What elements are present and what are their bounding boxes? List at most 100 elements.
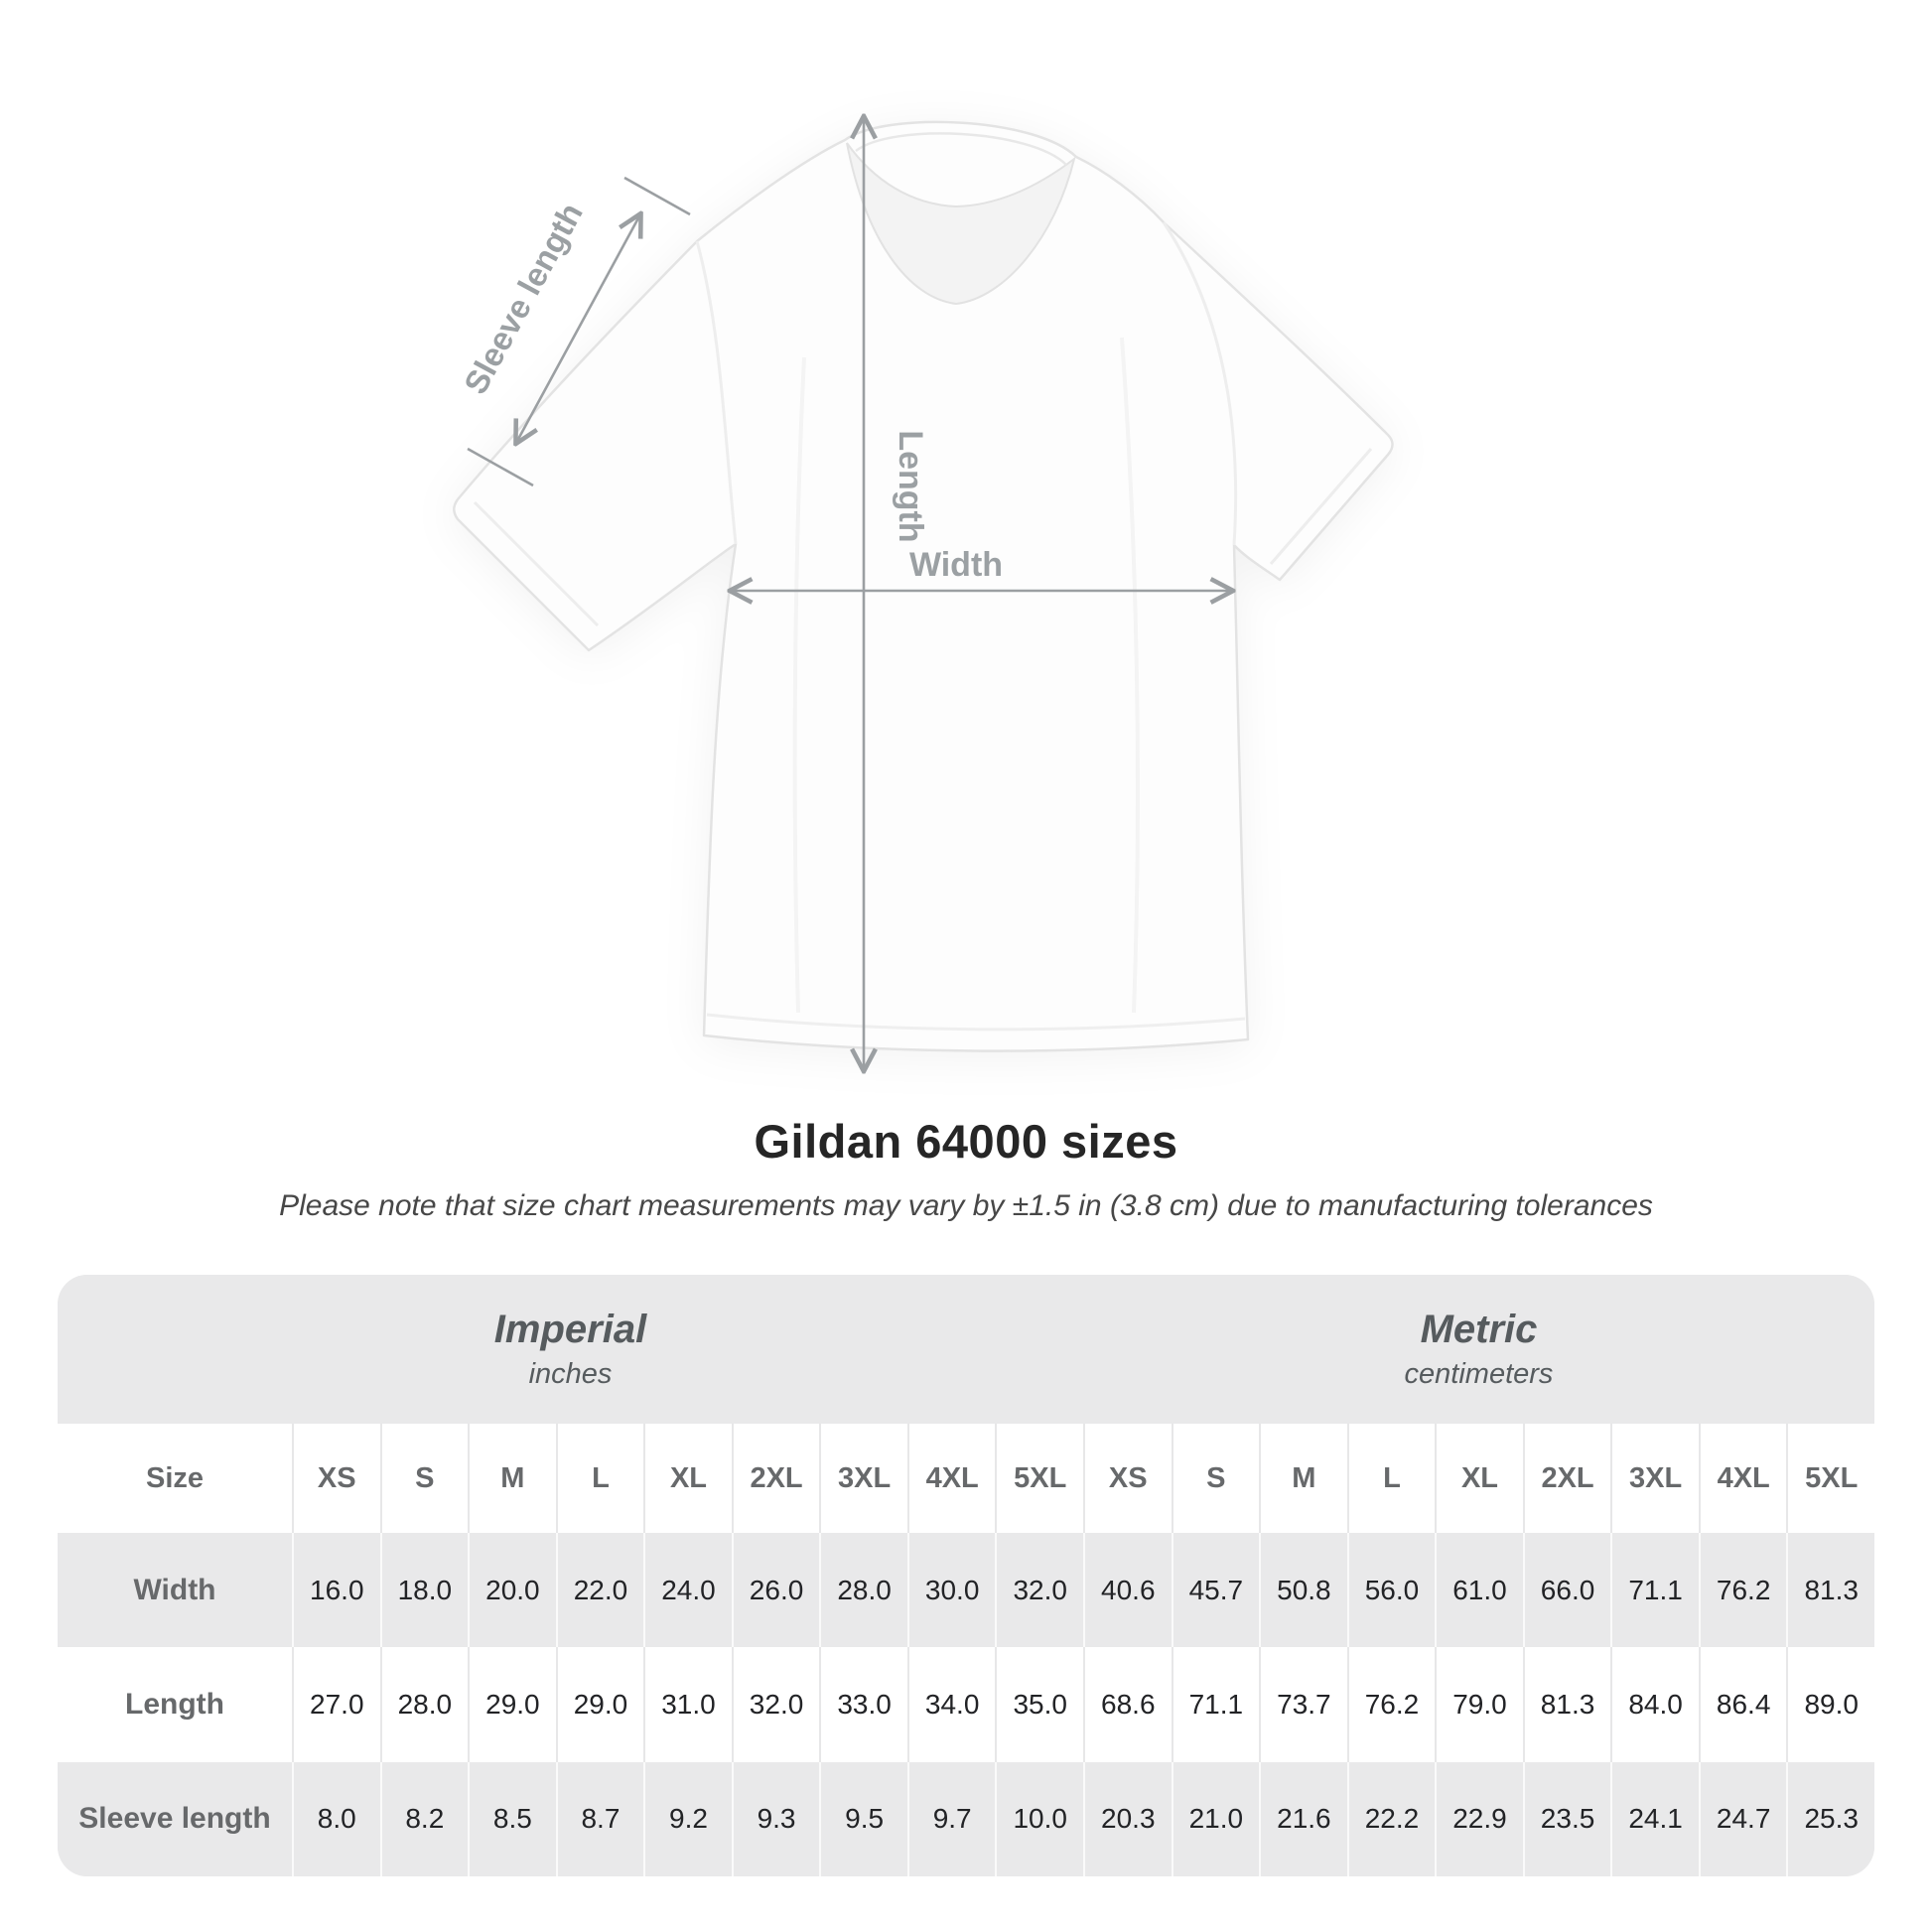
imperial-value-cell: 27.0 — [292, 1647, 380, 1762]
metric-value-cell: 21.0 — [1171, 1761, 1260, 1876]
imperial-size-header-m: M — [468, 1424, 556, 1533]
imperial-value-cell: 8.2 — [379, 1761, 469, 1876]
imperial-group-name: Imperial — [493, 1308, 647, 1351]
length-label: Length — [892, 430, 929, 542]
tolerance-note: Please note that size chart measurements… — [279, 1189, 1653, 1222]
metric-value-cell: 71.1 — [1610, 1533, 1699, 1648]
imperial-value-cell: 35.0 — [995, 1647, 1083, 1762]
metric-value-cell: 24.7 — [1698, 1761, 1787, 1876]
imperial-value-cell: 8.0 — [292, 1761, 380, 1876]
measurement-annotations — [467, 117, 1232, 1070]
imperial-size-header-4xl: 4XL — [906, 1424, 996, 1533]
size-header-row: Size XS S M L XL 2XL 3XL 4XL 5XL XS S M L XL 2XL 3XL 4XL 5… — [58, 1424, 1874, 1533]
metric-value-cell: 22.2 — [1346, 1761, 1436, 1876]
imperial-value-cell: 9.3 — [731, 1761, 820, 1876]
metric-value-cell: 73.7 — [1259, 1647, 1347, 1762]
metric-value-cell: 84.0 — [1610, 1647, 1699, 1762]
metric-group-unit: centimeters — [1404, 1358, 1554, 1390]
imperial-value-cell: 31.0 — [643, 1647, 732, 1762]
unit-group-row: Imperial inches Metric centimeters — [58, 1275, 1874, 1424]
metric-size-header-4xl: 4XL — [1698, 1424, 1787, 1533]
metric-value-cell: 81.3 — [1786, 1533, 1874, 1648]
tshirt-diagram: Sleeve length Length Width — [453, 0, 1394, 1172]
metric-value-cell: 50.8 — [1259, 1533, 1347, 1648]
imperial-value-cell: 8.5 — [468, 1761, 556, 1876]
metric-size-header-m: M — [1259, 1424, 1347, 1533]
imperial-value-cell: 28.0 — [819, 1533, 907, 1648]
imperial-value-cell: 29.0 — [468, 1647, 556, 1762]
imperial-size-header-2xl: 2XL — [731, 1424, 820, 1533]
metric-value-cell: 71.1 — [1171, 1647, 1260, 1762]
metric-value-cell: 79.0 — [1435, 1647, 1523, 1762]
metric-group-name: Metric — [1420, 1308, 1538, 1351]
imperial-value-cell: 30.0 — [906, 1533, 996, 1648]
imperial-value-cell: 33.0 — [819, 1647, 907, 1762]
metric-size-header-l: L — [1346, 1424, 1436, 1533]
metric-value-cell: 22.9 — [1435, 1761, 1523, 1876]
metric-value-cell: 76.2 — [1346, 1647, 1436, 1762]
row-label: Sleeve length — [78, 1802, 271, 1836]
table-row-width: Width 16.0 18.0 20.0 22.0 24.0 26.0 28.0 30.0 32.… — [58, 1533, 1874, 1648]
imperial-value-cell: 32.0 — [995, 1533, 1083, 1648]
table-row-sleeve-length: Sleeve length 8.0 8.2 8.5 8.7 9.2 9.3 9.5 9.7 10.… — [58, 1761, 1874, 1876]
metric-value-cell: 61.0 — [1435, 1533, 1523, 1648]
imperial-group-unit: inches — [528, 1358, 613, 1390]
metric-size-header-2xl: 2XL — [1522, 1424, 1611, 1533]
metric-value-cell: 81.3 — [1522, 1647, 1611, 1762]
metric-size-header-xs: XS — [1083, 1424, 1172, 1533]
imperial-value-cell: 10.0 — [995, 1761, 1083, 1876]
metric-value-cell: 24.1 — [1610, 1761, 1699, 1876]
metric-value-cell: 20.3 — [1083, 1761, 1172, 1876]
metric-value-cell: 45.7 — [1171, 1533, 1260, 1648]
imperial-size-header-xl: XL — [643, 1424, 732, 1533]
metric-value-cell: 56.0 — [1346, 1533, 1436, 1648]
page-title: Gildan 64000 sizes — [754, 1115, 1178, 1168]
imperial-value-cell: 24.0 — [643, 1533, 732, 1648]
imperial-value-cell: 29.0 — [555, 1647, 644, 1762]
imperial-value-cell: 9.2 — [643, 1761, 732, 1876]
metric-size-header-3xl: 3XL — [1610, 1424, 1699, 1533]
sleeve-arrow — [516, 214, 640, 443]
metric-value-cell: 86.4 — [1698, 1647, 1787, 1762]
imperial-value-cell: 9.5 — [819, 1761, 907, 1876]
sleeve-tick-bottom — [467, 447, 534, 487]
metric-value-cell: 25.3 — [1786, 1761, 1874, 1876]
collar — [846, 142, 1076, 306]
imperial-value-cell: 18.0 — [379, 1533, 469, 1648]
imperial-value-cell: 16.0 — [292, 1533, 380, 1648]
imperial-value-cell: 22.0 — [555, 1533, 644, 1648]
metric-value-cell: 68.6 — [1083, 1647, 1172, 1762]
metric-value-cell: 21.6 — [1259, 1761, 1347, 1876]
width-label: Width — [909, 546, 1003, 584]
imperial-value-cell: 8.7 — [555, 1761, 644, 1876]
imperial-value-cell: 9.7 — [906, 1761, 996, 1876]
metric-value-cell: 76.2 — [1698, 1533, 1787, 1648]
metric-value-cell: 40.6 — [1083, 1533, 1172, 1648]
metric-value-cell: 23.5 — [1522, 1761, 1611, 1876]
metric-size-header-5xl: 5XL — [1786, 1424, 1874, 1533]
size-table: Imperial inches Metric centimeters Size X… — [58, 1275, 1874, 1876]
imperial-value-cell: 34.0 — [906, 1647, 996, 1762]
imperial-value-cell: 26.0 — [731, 1533, 820, 1648]
size-column-header: Size — [145, 1461, 205, 1494]
imperial-size-header-xs: XS — [292, 1424, 380, 1533]
row-label: Width — [133, 1573, 216, 1606]
imperial-size-header-l: L — [555, 1424, 644, 1533]
imperial-value-cell: 28.0 — [379, 1647, 469, 1762]
imperial-group-header: Imperial inches — [58, 1275, 1083, 1424]
metric-size-header-xl: XL — [1435, 1424, 1523, 1533]
imperial-value-cell: 20.0 — [468, 1533, 556, 1648]
imperial-size-header-3xl: 3XL — [819, 1424, 907, 1533]
metric-group-header: Metric centimeters — [1083, 1275, 1874, 1424]
table-row-length: Length 27.0 28.0 29.0 29.0 31.0 32.0 33.0 34.0 35… — [58, 1647, 1874, 1762]
metric-value-cell: 89.0 — [1786, 1647, 1874, 1762]
row-label: Length — [125, 1687, 224, 1721]
sleeve-tick-top — [623, 176, 691, 216]
metric-size-header-s: S — [1171, 1424, 1260, 1533]
imperial-size-header-s: S — [379, 1424, 469, 1533]
tshirt-illustration — [453, 120, 1394, 1052]
metric-value-cell: 66.0 — [1522, 1533, 1611, 1648]
imperial-value-cell: 32.0 — [731, 1647, 820, 1762]
imperial-size-header-5xl: 5XL — [995, 1424, 1083, 1533]
